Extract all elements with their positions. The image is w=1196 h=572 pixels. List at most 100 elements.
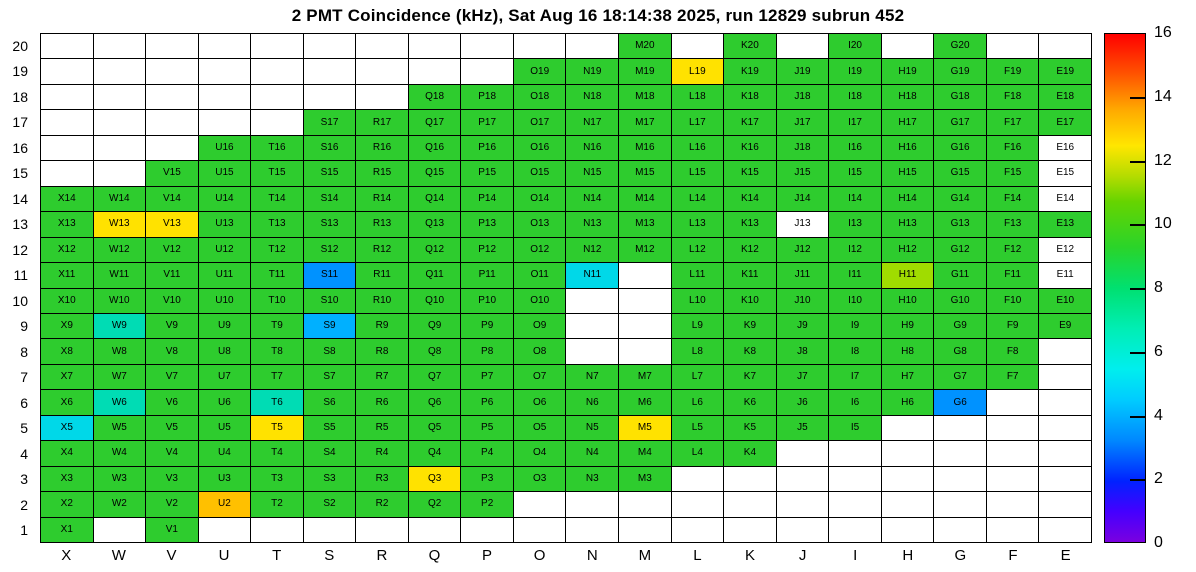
heatmap-cell: L10 xyxy=(671,288,725,314)
colorbar-tick-label: 10 xyxy=(1154,215,1172,233)
heatmap-cell: P18 xyxy=(461,84,514,111)
heatmap-cell: Q16 xyxy=(408,135,462,162)
heatmap-cell xyxy=(41,84,94,111)
heatmap-cell: N11 xyxy=(566,263,620,289)
heatmap-cell: W12 xyxy=(93,237,147,264)
heatmap-cell xyxy=(986,492,1040,518)
heatmap-cell: O7 xyxy=(513,364,567,391)
heatmap-cell xyxy=(356,84,409,111)
y-axis-label: 10 xyxy=(12,292,28,309)
heatmap-cell xyxy=(251,34,304,60)
heatmap-cell: U4 xyxy=(198,441,252,467)
heatmap-cell: F9 xyxy=(986,313,1040,340)
heatmap-cell: N16 xyxy=(566,135,620,162)
heatmap-cell xyxy=(619,313,672,340)
heatmap-cell xyxy=(408,34,462,60)
heatmap-cell: U7 xyxy=(198,364,252,391)
y-axis-label: 5 xyxy=(20,420,28,437)
heatmap-cell: W13 xyxy=(93,212,147,238)
heatmap-cell: L13 xyxy=(671,212,725,238)
heatmap-cell xyxy=(776,466,830,493)
heatmap-cell: I10 xyxy=(829,288,882,314)
heatmap-cell: V11 xyxy=(146,263,199,289)
heatmap-cell: I11 xyxy=(829,263,882,289)
heatmap-cell: X4 xyxy=(41,441,94,467)
heatmap-cell: O17 xyxy=(513,110,567,136)
heatmap-cell: F14 xyxy=(986,186,1040,213)
heatmap-cell: V13 xyxy=(146,212,199,238)
heatmap-cell xyxy=(41,161,94,187)
heatmap-cell xyxy=(1039,441,1092,467)
heatmap-cell xyxy=(986,517,1040,543)
x-axis-label: K xyxy=(745,547,756,564)
heatmap-cell xyxy=(619,263,672,289)
colorbar-tick-label: 12 xyxy=(1154,151,1172,169)
y-axis-label: 11 xyxy=(13,267,28,284)
heatmap-cell: R16 xyxy=(356,135,409,162)
x-axis-label: U xyxy=(218,547,230,564)
y-axis-label: 9 xyxy=(20,318,28,335)
colorbar-tick-label: 4 xyxy=(1154,406,1163,424)
heatmap-cell: U14 xyxy=(198,186,252,213)
heatmap-cell: T8 xyxy=(251,339,304,365)
heatmap-cell: R14 xyxy=(356,186,409,213)
heatmap-cell: G14 xyxy=(934,186,987,213)
heatmap-cell xyxy=(1039,517,1092,543)
heatmap-cell xyxy=(251,59,304,85)
heatmap-cell: V15 xyxy=(146,161,199,187)
heatmap-cell: K16 xyxy=(724,135,777,162)
heatmap-cell: S16 xyxy=(303,135,357,162)
y-axis-label: 20 xyxy=(12,37,28,54)
heatmap-cell xyxy=(408,59,462,85)
heatmap-cell xyxy=(356,34,409,60)
heatmap-cell: H18 xyxy=(881,84,935,111)
heatmap-cell: Q10 xyxy=(408,288,462,314)
heatmap-cell xyxy=(198,84,252,111)
heatmap-cell xyxy=(724,517,777,543)
heatmap-cell: L11 xyxy=(671,263,725,289)
heatmap-cell: V3 xyxy=(146,466,199,493)
y-axis-label: 12 xyxy=(12,241,28,258)
heatmap-cell: Q15 xyxy=(408,161,462,187)
heatmap-cell: E17 xyxy=(1039,110,1092,136)
heatmap-cell xyxy=(566,34,620,60)
heatmap-cell: W6 xyxy=(93,390,147,416)
heatmap-cell: M5 xyxy=(619,415,672,442)
heatmap-cell xyxy=(513,517,567,543)
heatmap-cell: Q5 xyxy=(408,415,462,442)
heatmap-cell xyxy=(986,466,1040,493)
heatmap-cell: K11 xyxy=(724,263,777,289)
heatmap-cell xyxy=(829,517,882,543)
heatmap-cell: U16 xyxy=(198,135,252,162)
heatmap-cell: V7 xyxy=(146,364,199,391)
heatmap-cell: R8 xyxy=(356,339,409,365)
colorbar-tick-mark xyxy=(1130,96,1145,99)
heatmap-cell xyxy=(566,313,620,340)
heatmap-cell: S9 xyxy=(303,313,357,340)
heatmap-cell: N17 xyxy=(566,110,620,136)
heatmap-cell: F7 xyxy=(986,364,1040,391)
heatmap-cell: Q3 xyxy=(408,466,462,493)
heatmap-cell: L18 xyxy=(671,84,725,111)
heatmap-cell: Q11 xyxy=(408,263,462,289)
heatmap-cell: R2 xyxy=(356,492,409,518)
heatmap-cell: M13 xyxy=(619,212,672,238)
heatmap-cell xyxy=(251,84,304,111)
heatmap-cell: E18 xyxy=(1039,84,1092,111)
heatmap-cell: E19 xyxy=(1039,59,1092,85)
heatmap-cell: N6 xyxy=(566,390,620,416)
heatmap-cell: K13 xyxy=(724,212,777,238)
heatmap-cell: I15 xyxy=(829,161,882,187)
heatmap-cell: I13 xyxy=(829,212,882,238)
heatmap-cell: I8 xyxy=(829,339,882,365)
heatmap-cell xyxy=(671,492,725,518)
heatmap-cell: V1 xyxy=(146,517,199,543)
heatmap-cell: K20 xyxy=(724,34,777,60)
colorbar: 16 14 12 10 8 6 4 2 0 xyxy=(1104,24,1196,551)
heatmap-cell: G11 xyxy=(934,263,987,289)
heatmap-cell: T7 xyxy=(251,364,304,391)
heatmap-cell: J18 xyxy=(776,84,830,111)
heatmap-cell: M16 xyxy=(619,135,672,162)
heatmap-cell: L15 xyxy=(671,161,725,187)
